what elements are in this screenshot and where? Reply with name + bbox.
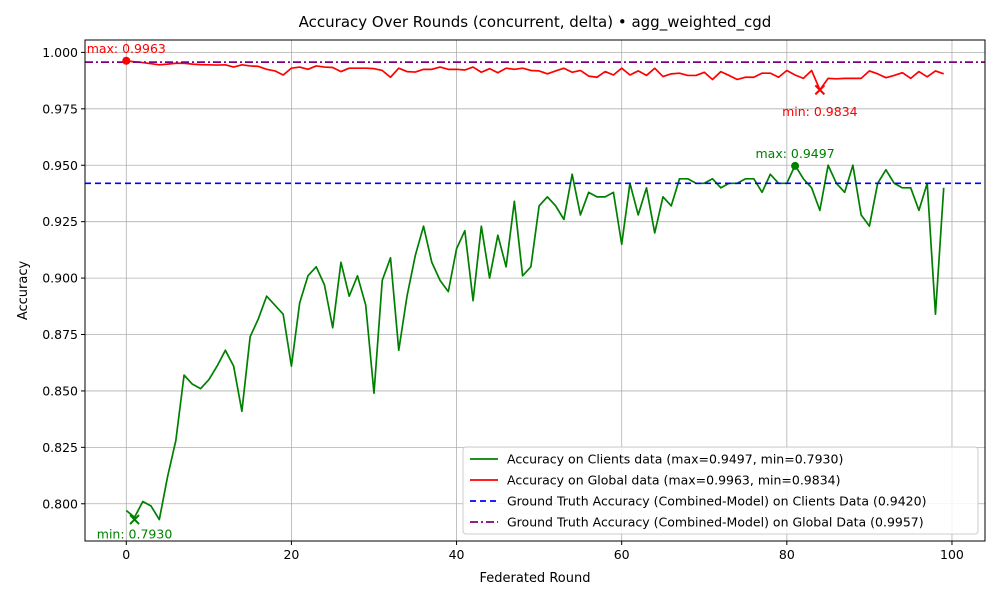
y-tick-label: 0.825 <box>42 440 78 455</box>
legend-box <box>462 446 979 535</box>
legend-entry: Ground Truth Accuracy (Combined-Model) o… <box>507 515 924 530</box>
annotations: max: 0.9963 min: 0.9834 max: 0.9497 min: 0.… <box>87 41 858 542</box>
legend: Accuracy on Clients data (max=0.9497, mi… <box>462 446 979 535</box>
annotation-label: max: 0.9963 <box>87 41 166 56</box>
plot-frame <box>84 39 986 542</box>
grid-lines <box>85 40 985 541</box>
series-line-1 <box>126 59 945 91</box>
annotation-marker-x <box>129 514 140 525</box>
y-tick-label: 0.875 <box>42 327 78 342</box>
y-tick-label: 0.925 <box>42 214 78 229</box>
legend-entry: Ground Truth Accuracy (Combined-Model) o… <box>507 494 926 509</box>
x-tick-label: 100 <box>940 547 964 562</box>
x-tick-label: 60 <box>614 547 630 562</box>
series-lines <box>85 59 985 521</box>
x-tick-label: 40 <box>449 547 465 562</box>
annotation-label: min: 0.9834 <box>782 104 858 119</box>
axis-ticks: 0 20 40 60 80 100 0.800 0.825 0.850 0.875 0.900 0.9… <box>42 45 964 562</box>
annotation-marker-circle <box>122 56 131 65</box>
x-tick-label: 0 <box>122 547 130 562</box>
y-tick-label: 0.975 <box>42 101 78 116</box>
legend-entry: Accuracy on Clients data (max=0.9497, mi… <box>507 452 843 467</box>
annotation-label: max: 0.9497 <box>756 146 835 161</box>
x-tick-label: 20 <box>283 547 299 562</box>
y-tick-label: 0.800 <box>42 496 78 511</box>
x-tick-label: 80 <box>779 547 795 562</box>
annotation-label: min: 0.7930 <box>97 527 173 542</box>
annotation-marker-x <box>814 84 826 96</box>
y-axis-label: Accuracy <box>16 261 31 321</box>
chart-title: Accuracy Over Rounds (concurrent, delta)… <box>299 13 772 32</box>
annotation-marker-circle <box>791 161 800 170</box>
legend-entry: Accuracy on Global data (max=0.9963, min… <box>507 473 841 488</box>
y-tick-label: 0.850 <box>42 383 78 398</box>
x-axis-label: Federated Round <box>480 571 591 586</box>
y-tick-label: 0.900 <box>42 271 78 286</box>
y-tick-label: 0.950 <box>42 158 78 173</box>
y-tick-label: 1.000 <box>42 45 78 60</box>
